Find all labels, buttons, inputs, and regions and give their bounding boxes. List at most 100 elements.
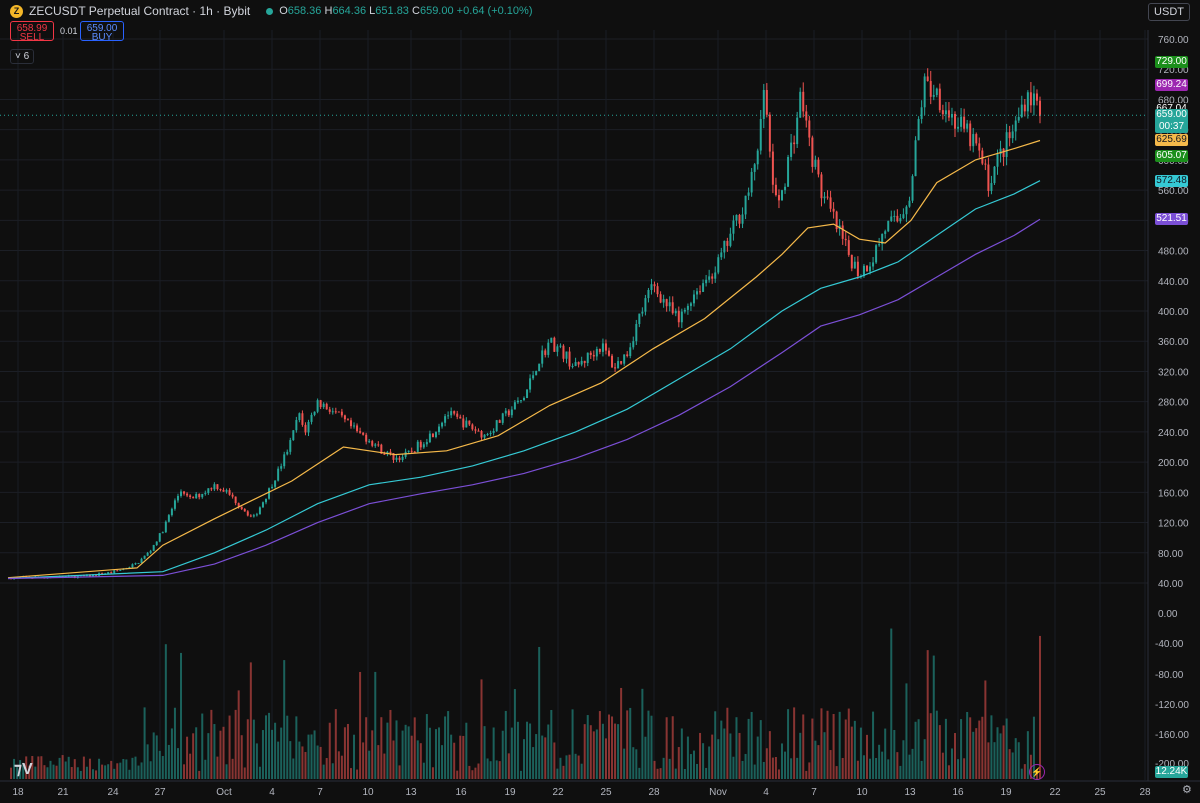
candle-body xyxy=(996,154,999,167)
volume-bar xyxy=(781,743,783,779)
osc-tick-label: -80.00 xyxy=(1155,670,1184,681)
volume-bar xyxy=(929,713,932,779)
candle-body xyxy=(234,496,237,504)
candle-body xyxy=(116,570,119,572)
volume-bar xyxy=(137,765,140,779)
price-tick-label: 240.00 xyxy=(1158,428,1189,439)
candle-body xyxy=(261,502,264,508)
candle-body xyxy=(960,116,963,127)
volume-bar xyxy=(726,707,729,779)
candle-body xyxy=(826,196,829,198)
sell-button[interactable]: 658.99 SELL xyxy=(10,21,54,43)
candle-body xyxy=(702,283,705,292)
time-tick-label: 24 xyxy=(107,787,119,798)
candle-body xyxy=(331,411,334,413)
volume-bar xyxy=(340,755,343,779)
volume-bar xyxy=(732,756,735,779)
lightning-icon[interactable]: ⚡ xyxy=(1029,764,1045,780)
volume-bar xyxy=(771,757,774,779)
candle-body xyxy=(465,420,468,428)
volume-bar xyxy=(383,753,386,779)
candle-body xyxy=(771,151,774,185)
indicators-toggle[interactable]: ˅ 6 xyxy=(10,49,35,64)
volume-bar xyxy=(984,680,987,779)
candle-body xyxy=(249,515,252,517)
candle-body xyxy=(829,197,832,209)
volume-bar xyxy=(950,748,953,779)
time-tick-label: 10 xyxy=(362,787,374,798)
candle-body xyxy=(425,442,428,445)
price-tick-label: 720.00 xyxy=(1158,65,1189,76)
volume-bar xyxy=(523,739,525,779)
volume-bar xyxy=(498,761,501,779)
volume-bar xyxy=(195,727,198,779)
candle-body xyxy=(167,515,170,522)
candle-body xyxy=(586,352,589,363)
volume-bar xyxy=(322,764,325,779)
candle-body xyxy=(407,450,410,452)
volume-bar xyxy=(431,767,434,779)
candle-body xyxy=(489,432,492,434)
volume-bar xyxy=(884,728,887,779)
tradingview-logo-icon[interactable]: ⁊V xyxy=(14,761,33,778)
volume-bar xyxy=(586,715,589,779)
volume-bar xyxy=(73,759,76,779)
buy-button[interactable]: 659.00 BUY xyxy=(80,21,124,43)
volume-bar xyxy=(595,729,598,779)
candle-body xyxy=(647,289,650,299)
volume-bar xyxy=(969,717,972,779)
volume-bar xyxy=(283,660,286,779)
price-label: 625.69 xyxy=(1155,134,1188,147)
volume-bar xyxy=(25,756,28,779)
candle-body xyxy=(759,119,762,151)
volume-bar xyxy=(875,757,878,779)
symbol-title[interactable]: ZECUSDT Perpetual Contract · 1h · Bybit xyxy=(29,4,251,18)
candle-body xyxy=(158,533,161,542)
candle-body xyxy=(890,216,893,221)
volume-bar xyxy=(935,710,938,779)
price-tick-label: 680.00 xyxy=(1158,95,1189,106)
volume-bar xyxy=(419,743,422,779)
volume-bar xyxy=(960,719,963,779)
candle-body xyxy=(650,284,653,290)
volume-bar xyxy=(149,761,152,779)
currency-selector[interactable]: USDT xyxy=(1148,3,1190,21)
candle-body xyxy=(316,400,319,412)
candle-body xyxy=(699,291,702,293)
candle-body xyxy=(137,563,140,565)
candle-body xyxy=(310,414,313,422)
volume-bar xyxy=(966,711,969,779)
volume-bar xyxy=(441,745,444,779)
volume-bar xyxy=(768,731,771,779)
candle-body xyxy=(380,444,383,454)
volume-bar xyxy=(453,742,456,779)
volume-bars xyxy=(10,628,1041,779)
volume-bar xyxy=(301,746,304,779)
volume-bar xyxy=(107,764,110,779)
price-tick-label: 160.00 xyxy=(1158,488,1189,499)
volume-bar xyxy=(110,760,113,779)
candle-body xyxy=(523,397,525,401)
candle-body xyxy=(935,88,938,95)
volume-bar xyxy=(571,709,574,779)
candle-body xyxy=(911,176,914,201)
candle-body xyxy=(343,415,346,420)
settings-icon[interactable]: ⚙ xyxy=(1182,784,1192,796)
volume-bar xyxy=(647,710,650,779)
volume-bar xyxy=(155,735,158,779)
candle-body xyxy=(252,515,255,517)
candle-body xyxy=(641,311,644,314)
candle-body xyxy=(334,411,337,413)
candle-body xyxy=(796,117,799,145)
volume-bar xyxy=(325,758,328,779)
volume-bar xyxy=(88,758,91,779)
volume-bar xyxy=(556,768,559,779)
candle-body xyxy=(474,429,477,431)
time-tick-label: 10 xyxy=(856,787,868,798)
volume-bar xyxy=(58,757,61,779)
volume-bar xyxy=(237,690,240,779)
candle-body xyxy=(653,284,656,287)
candle-body xyxy=(477,430,480,432)
volume-bar xyxy=(859,727,862,779)
